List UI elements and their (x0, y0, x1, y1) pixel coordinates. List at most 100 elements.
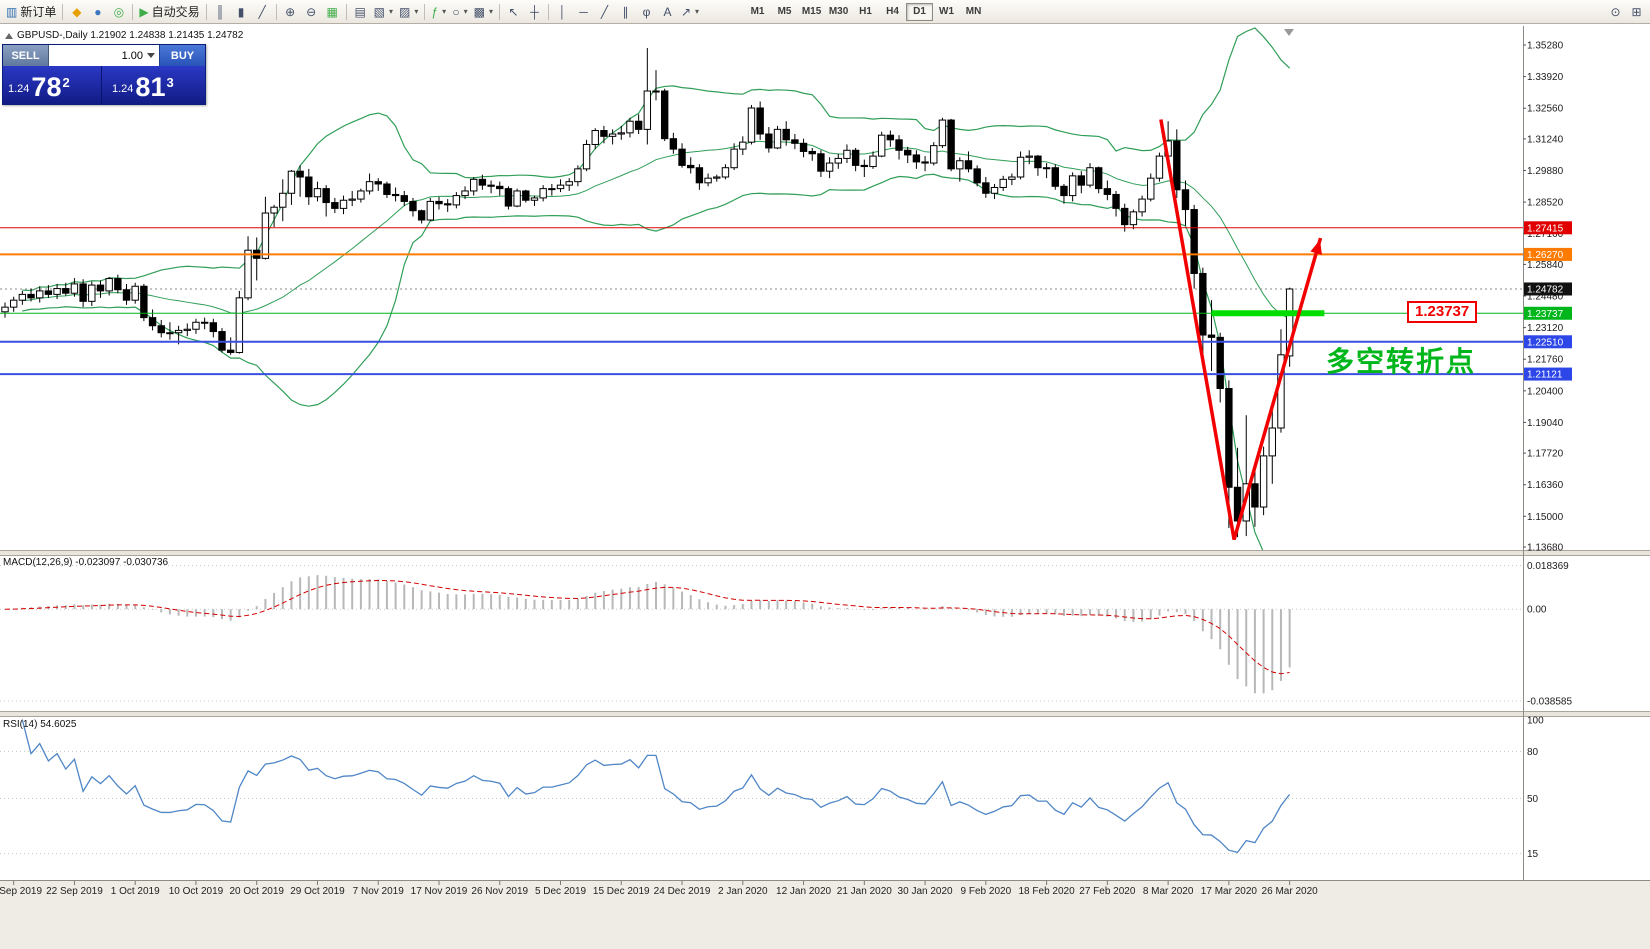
panel-separator[interactable] (0, 550, 1650, 556)
macd-panel[interactable] (0, 564, 1523, 702)
date-axis[interactable]: 12 Sep 2019 22 Sep 2019 1 Oct 2019 10 Oct 2… (0, 881, 1318, 897)
new-order-button[interactable]: ▥ 新订单 (3, 2, 59, 22)
arrows-tool-icon: ↗ (680, 4, 692, 19)
help-icon-icon: ◎ (113, 4, 125, 19)
bar-chart-type-button[interactable]: ║ (210, 2, 231, 22)
panel-separator[interactable] (0, 711, 1650, 717)
text-tool-button[interactable]: A (657, 2, 678, 22)
tile-windows-button[interactable]: ▤ (350, 2, 371, 22)
svg-text:22 Sep 2019: 22 Sep 2019 (46, 886, 103, 897)
svg-text:1.28520: 1.28520 (1527, 198, 1564, 209)
timeframe-d1[interactable]: D1 (906, 2, 934, 21)
candle-chart-type-button[interactable]: ▮ (231, 2, 252, 22)
lot-dropdown-caret-icon[interactable] (147, 53, 155, 58)
price-badge (1524, 247, 1572, 261)
vline-tool-button[interactable]: │ (552, 2, 573, 22)
chart-shift-icon[interactable] (1284, 29, 1294, 36)
sell-price-sup: 2 (62, 75, 70, 90)
toolbar-separator (62, 3, 64, 20)
buy-price[interactable]: 1.24 81 3 (102, 66, 205, 104)
svg-text:17 Nov 2019: 17 Nov 2019 (411, 886, 468, 897)
price-box-annotation[interactable]: 1.23737 (1407, 301, 1478, 323)
svg-text:1.32560: 1.32560 (1527, 104, 1564, 115)
timeframe-h4[interactable]: H4 (879, 3, 906, 21)
timeframe-mn[interactable]: MN (960, 3, 987, 21)
one-click-collapse-icon[interactable] (5, 32, 13, 39)
chart-title: GBPUSD-,Daily 1.21902 1.24838 1.21435 1.… (17, 30, 244, 41)
templates-icon: ▩ (473, 4, 485, 19)
svg-text:0.018369: 0.018369 (1527, 561, 1569, 572)
arrows-tool-button[interactable]: ↗ ▾ (678, 2, 702, 22)
timeframe-h1[interactable]: H1 (852, 3, 879, 21)
main-chart[interactable] (0, 27, 1523, 569)
svg-text:26 Mar 2020: 26 Mar 2020 (1262, 886, 1319, 897)
zoom-out-button[interactable]: ⊖ (301, 2, 322, 22)
svg-text:1.25840: 1.25840 (1527, 260, 1564, 271)
cursor-icon: ↖ (508, 4, 519, 19)
templates-button[interactable]: ▩ ▾ (471, 2, 496, 22)
sell-button[interactable]: SELL (3, 45, 49, 66)
chevron-down-icon: ▾ (695, 7, 700, 16)
svg-text:1 Oct 2019: 1 Oct 2019 (111, 886, 160, 897)
candle-chart-type-icon: ▮ (237, 4, 245, 19)
svg-text:1.21760: 1.21760 (1527, 355, 1564, 366)
help-icon-button[interactable]: ◎ (108, 2, 129, 22)
mql5-icon-icon: ◆ (72, 4, 82, 19)
cursor-button[interactable]: ↖ (503, 2, 524, 22)
lot-size-field[interactable] (49, 45, 159, 66)
lot-size-input[interactable] (49, 45, 159, 66)
timeframe-m1[interactable]: M1 (744, 3, 771, 21)
svg-text:1.24480: 1.24480 (1527, 292, 1564, 303)
toolbar-separator (498, 3, 500, 20)
new-chart-button[interactable]: ▧ ▾ (371, 2, 396, 22)
zoom-in-icon: ⊕ (285, 4, 296, 19)
arrow-head (1310, 239, 1322, 255)
indicators-button[interactable]: ƒ ▾ (428, 2, 449, 22)
horizontal-lines[interactable] (0, 227, 1523, 376)
grid-icon: ▦ (326, 4, 338, 19)
crosshair-button[interactable]: ┼ (524, 2, 545, 22)
timeframe-m5[interactable]: M5 (771, 3, 798, 21)
price-badge (1524, 221, 1572, 235)
search-symbol-button[interactable]: ⊙ (1605, 2, 1626, 22)
periods-button[interactable]: ○ ▾ (449, 2, 470, 22)
svg-text:2 Jan 2020: 2 Jan 2020 (718, 886, 768, 897)
hline-tool-button[interactable]: ─ (573, 2, 594, 22)
svg-text:1.24782: 1.24782 (1527, 284, 1564, 295)
svg-text:9 Feb 2020: 9 Feb 2020 (961, 886, 1012, 897)
timeframe-m30[interactable]: M30 (825, 3, 852, 21)
svg-text:18 Feb 2020: 18 Feb 2020 (1019, 886, 1076, 897)
svg-text:-0.038585: -0.038585 (1527, 697, 1572, 708)
buy-button[interactable]: BUY (159, 45, 205, 66)
hline-tool-icon: ─ (579, 4, 588, 19)
timeframe-m15[interactable]: M15 (798, 3, 825, 21)
svg-text:1.20400: 1.20400 (1527, 386, 1564, 397)
zoom-out-icon: ⊖ (306, 4, 317, 19)
zoom-in-button[interactable]: ⊕ (280, 2, 301, 22)
timeframe-w1[interactable]: W1 (933, 3, 960, 21)
channel-tool-button[interactable]: ∥ (615, 2, 636, 22)
v-pattern-drawing[interactable] (1159, 119, 1323, 541)
mql5-icon-button[interactable]: ◆ (66, 2, 87, 22)
svg-text:1.22510: 1.22510 (1527, 337, 1564, 348)
trendline-tool-button[interactable]: ╱ (594, 2, 615, 22)
community-icon-button[interactable]: ● (87, 2, 108, 22)
svg-text:1.33920: 1.33920 (1527, 72, 1564, 83)
turning-point-annotation[interactable]: 多空转折点 (1326, 346, 1477, 377)
chevron-down-icon: ▾ (488, 7, 493, 16)
fibonacci-tool-button[interactable]: φ (636, 2, 657, 22)
autotrading-icon: ▶ (139, 4, 149, 19)
svg-text:21 Jan 2020: 21 Jan 2020 (837, 886, 892, 897)
line-chart-type-button[interactable]: ╱ (252, 2, 273, 22)
trendline-tool-icon: ╱ (600, 4, 609, 19)
grid-button[interactable]: ▦ (322, 2, 343, 22)
price-axis[interactable]: 1.35280 1.33920 1.32560 1.31240 1.29880 1.285… (1523, 41, 1572, 554)
profiles-button[interactable]: ▨ ▾ (396, 2, 421, 22)
text-tool-icon: A (663, 4, 672, 19)
data-window-button[interactable]: ⊞ (1626, 2, 1647, 22)
svg-text:1.13680: 1.13680 (1527, 543, 1564, 554)
autotrading-button[interactable]: ▶ 自动交易 (136, 2, 202, 22)
sell-price[interactable]: 1.24 78 2 (3, 66, 101, 104)
rsi-panel[interactable] (0, 719, 1523, 854)
